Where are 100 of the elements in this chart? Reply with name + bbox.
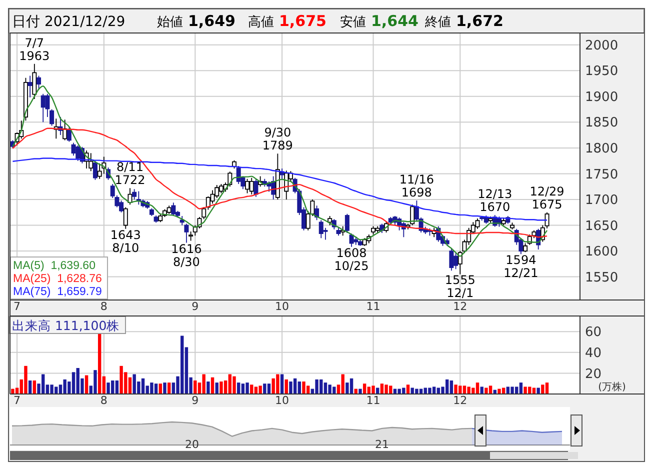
bar [215,382,218,394]
bar [484,388,488,394]
candlestick [336,227,341,236]
bar [315,379,318,394]
candlestick [488,216,493,224]
bar [158,384,162,394]
candlestick [318,220,324,239]
candlestick [76,144,80,162]
annotation: 8/11 1722 [114,160,146,188]
bar [141,378,145,394]
bar [28,380,32,394]
bar [362,384,366,394]
candlestick [362,238,367,246]
bar [115,380,119,394]
bar [154,384,158,394]
bar [498,388,501,394]
bar [302,382,306,394]
bar [241,384,245,394]
bar [384,384,388,394]
candlestick [523,242,528,253]
bar [454,384,458,394]
x-tick-label: 11 [366,300,380,313]
bar [280,374,284,394]
text: MA(75) 1,659.79 [13,286,102,298]
bar [536,388,540,394]
bar [524,386,527,394]
annotation: 12/29 1675 [530,184,564,212]
y-tick-label: 1850 [585,116,618,131]
candlestick [449,247,454,272]
bar [306,386,310,394]
candlestick [154,215,158,224]
y-tick-label: 2000 [585,38,618,54]
x-tick-label: 21 [375,438,389,451]
annotation: 7/7 1963 [19,36,50,63]
candlestick [28,75,32,98]
bar [450,380,454,394]
candlestick [92,160,98,180]
y-tick-label: 1950 [585,64,618,80]
candlestick [158,214,163,223]
annotation: 1643 8/10 [110,228,141,255]
bar [263,384,266,394]
candlestick [475,218,480,230]
bar [163,382,166,394]
chart-title: 出来高 111,100株 [12,318,120,333]
candlestick [344,213,350,234]
candlestick [62,119,68,141]
bar [284,379,288,394]
bar [432,386,436,394]
annotation: 11/16 1698 [399,172,434,200]
y-tick-label: 1750 [585,167,618,182]
bar [267,384,271,394]
candlestick [371,226,376,235]
bar [236,382,240,394]
bar [506,386,510,394]
bar [50,384,54,394]
candlestick [349,233,354,248]
bar [98,332,102,394]
bar [367,386,371,394]
bar [519,382,523,394]
bar [106,382,110,394]
bar [210,377,214,394]
bar [428,388,432,394]
y-tick-label: 40 [585,346,602,361]
annotation: 1594 12/21 [504,253,538,280]
bar [220,382,223,394]
annotation: 1616 8/30 [171,242,202,269]
bar [480,386,484,394]
bar [232,376,236,394]
text: 終値 1,672 [424,12,504,30]
x-tick-label: 7 [14,394,21,407]
x-tick-label: 10 [275,300,290,313]
y-tick-label: 1650 [585,218,618,234]
bar [350,378,354,394]
bar [167,382,171,394]
bar [94,370,97,394]
bar [293,378,297,394]
x-tick-label: 7 [14,300,21,313]
text: 安値 1,644 [340,12,418,30]
text: 始値 1,649 [157,12,236,30]
candlestick [375,226,380,233]
bar [72,372,76,394]
bar [541,384,544,394]
bar [289,382,292,394]
bar [510,386,514,394]
bar [194,380,197,394]
candlestick [254,178,258,198]
x-tick-label: 10 [275,394,290,407]
bar [372,386,375,394]
candlestick [166,205,172,214]
annotation: 9/30 1789 [262,126,293,153]
candlestick [66,126,72,142]
candlestick [249,177,254,195]
bar [250,384,254,394]
candlestick [410,204,415,226]
bar [298,382,302,394]
candlestick [501,218,506,226]
candlestick [480,216,484,222]
bar [120,366,123,394]
candlestick [171,202,176,216]
bar [150,382,154,394]
